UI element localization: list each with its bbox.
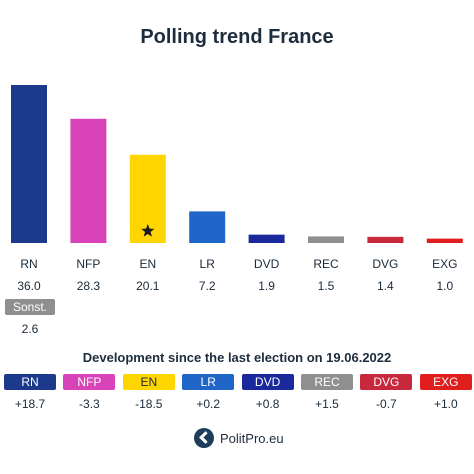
value-label-rec: 1.5 — [318, 279, 335, 293]
bar-dvg — [367, 236, 404, 243]
development-party-dvg: DVG — [360, 374, 413, 390]
category-label-rec: REC — [313, 257, 339, 271]
value-label-dvd: 1.9 — [258, 279, 275, 293]
value-label-exg: 1.0 — [436, 279, 453, 293]
development-change-lr: +0.2 — [196, 397, 221, 411]
category-label-dvd: DVD — [254, 257, 280, 271]
development-party-rn: RN — [4, 374, 56, 390]
politpro-logo-icon — [194, 428, 214, 448]
bar-dvd — [248, 234, 285, 243]
star-icon — [141, 224, 155, 237]
development-party-en: EN — [122, 374, 175, 390]
category-label-lr: LR — [200, 257, 216, 271]
footer[interactable]: PolitPro.eu — [194, 428, 284, 448]
bar-lr — [189, 211, 226, 243]
bar-rec — [308, 236, 344, 243]
chart-title: Polling trend France — [140, 26, 334, 48]
category-label-dvg: DVG — [372, 257, 398, 271]
value-label-dvg: 1.4 — [377, 279, 394, 293]
value-label-lr: 7.2 — [199, 279, 216, 293]
development-change-nfp: -3.3 — [79, 397, 100, 411]
development-party-exg: EXG — [419, 374, 472, 390]
category-label-rn: RN — [20, 257, 37, 271]
development-party-lr: LR — [182, 374, 235, 390]
bar-exg — [426, 238, 463, 243]
value-label-nfp: 28.3 — [77, 279, 101, 293]
value-label-rn: 36.0 — [17, 279, 41, 293]
value-label-en: 20.1 — [136, 279, 160, 293]
others-label: Sonst. — [5, 299, 55, 315]
others-value: 2.6 — [21, 322, 39, 336]
bar-rn — [11, 85, 47, 243]
development-party-dvd: DVD — [241, 374, 294, 390]
development-change-rec: +1.5 — [315, 397, 339, 411]
category-label-exg: EXG — [432, 257, 457, 271]
category-label-nfp: NFP — [76, 257, 100, 271]
brand-name: PolitPro.eu — [220, 430, 284, 446]
development-title: Development since the last election on 1… — [82, 350, 392, 365]
development-change-exg: +1.0 — [433, 397, 458, 411]
development-change-dvg: -0.7 — [376, 397, 397, 411]
category-label-en: EN — [139, 257, 156, 271]
bar-chart: RN 36.0 NFP 28.3 EN 20.1 LR 7.2 DVD 1.9 REC 1.5 DVG 1… — [11, 85, 463, 293]
development-change-en: -18.5 — [135, 397, 163, 411]
development-party-rec: REC — [301, 374, 353, 390]
development-change-rn: +18.7 — [14, 397, 46, 411]
bar-nfp — [70, 118, 107, 243]
development-party-nfp: NFP — [63, 374, 116, 390]
development-change-dvd: +0.8 — [255, 397, 280, 411]
